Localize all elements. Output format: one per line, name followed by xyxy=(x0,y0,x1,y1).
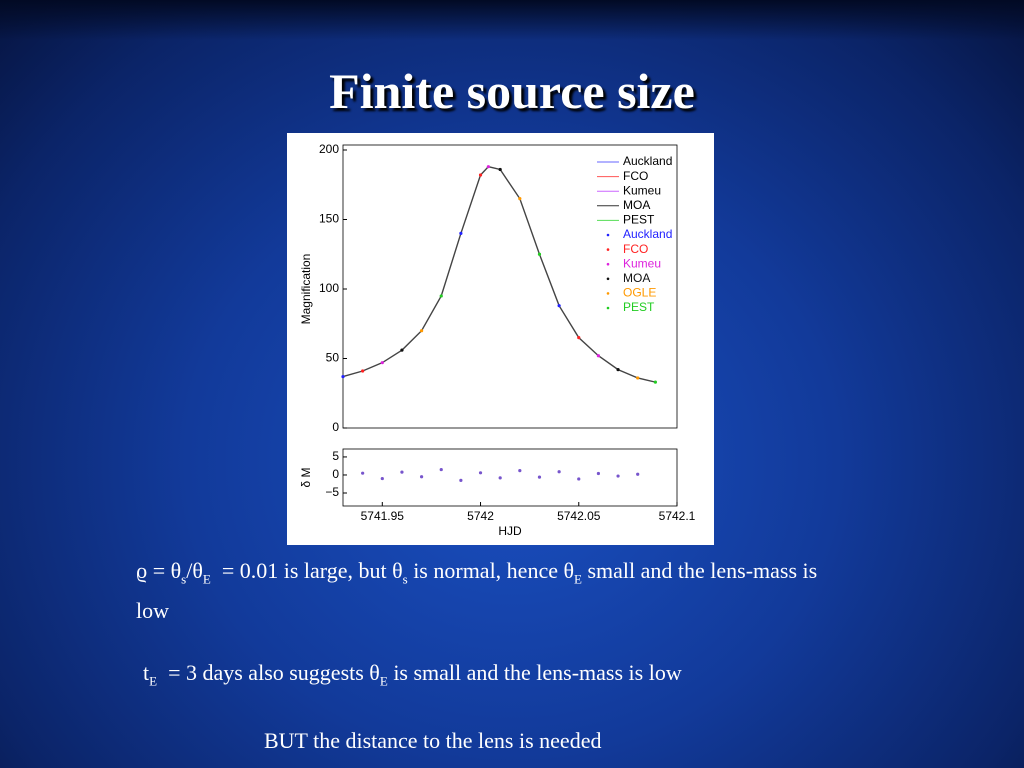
legend-label: FCO xyxy=(623,242,648,256)
subscript: s xyxy=(402,571,408,587)
top-shade xyxy=(0,0,1024,40)
text-run: is small and the lens-mass is low xyxy=(387,660,682,685)
data-point xyxy=(486,165,490,169)
subscript: s xyxy=(181,571,187,587)
data-point xyxy=(577,336,581,340)
y-tick-label: −5 xyxy=(325,485,339,499)
residual-point xyxy=(596,471,601,476)
subscript: E xyxy=(379,673,388,689)
legend-label: MOA xyxy=(623,198,650,212)
x-axis-label: HJD xyxy=(498,524,522,538)
legend-dot xyxy=(606,262,610,266)
legend-label: Kumeu xyxy=(623,256,661,270)
data-point xyxy=(341,374,345,379)
subscript: E xyxy=(149,673,158,689)
legend-dot xyxy=(606,233,610,237)
legend-label: Kumeu xyxy=(623,183,661,197)
x-tick-label: 5742 xyxy=(467,509,494,523)
text-run: ϱ = θ xyxy=(136,558,182,583)
chart: 050100150200MagnificationAucklandFCOKume… xyxy=(299,142,696,538)
subscript: E xyxy=(202,571,211,587)
data-point xyxy=(596,354,601,358)
residual-point xyxy=(498,476,502,480)
subscript: E xyxy=(574,571,582,587)
plot-frame xyxy=(342,448,678,507)
y-tick-label: 5 xyxy=(332,449,339,463)
residual-point xyxy=(419,475,424,479)
legend-dot xyxy=(606,306,610,310)
data-point xyxy=(518,197,522,201)
residual-point xyxy=(478,471,483,475)
text-run: = 0.01 is large, but θ xyxy=(210,558,403,583)
legend-label: FCO xyxy=(623,169,648,183)
data-point xyxy=(361,369,365,373)
y-tick-label: 100 xyxy=(319,281,339,295)
residual-point xyxy=(537,475,542,479)
y-tick-label: 0 xyxy=(332,467,339,481)
residual-point xyxy=(400,470,404,474)
y-tick-label: 0 xyxy=(332,420,339,434)
paragraph: BUT the distance to the lens is needed xyxy=(264,725,964,757)
chart-image: 0 50 100 150 200 Magnification Auckland FCO Kume… xyxy=(287,133,714,545)
legend-label: PEST xyxy=(623,213,655,227)
data-point xyxy=(459,231,463,235)
residual-point xyxy=(557,470,561,474)
text-run: = 3 days also suggests θ xyxy=(157,660,380,685)
legend-label: PEST xyxy=(623,300,655,314)
paragraph: ϱ = θs/θE = 0.01 is large, but θs is nor… xyxy=(136,555,836,627)
data-point xyxy=(636,376,640,380)
y-tick-label: 50 xyxy=(326,351,340,365)
residual-point xyxy=(636,472,640,476)
data-point xyxy=(419,329,424,333)
y-tick-label: 200 xyxy=(319,142,339,156)
legend-dot xyxy=(606,277,610,281)
residual-point xyxy=(361,471,365,475)
plot-frame xyxy=(342,144,678,429)
legend-dot xyxy=(606,292,610,295)
x-tick-label: 5741.95 xyxy=(361,509,405,523)
text-run: /θ xyxy=(186,558,203,583)
data-point xyxy=(498,167,502,172)
legend-label: Auckland xyxy=(623,227,672,241)
residual-point xyxy=(439,467,443,472)
data-point xyxy=(400,348,404,352)
data-point xyxy=(380,361,384,365)
data-point xyxy=(557,304,561,308)
data-point xyxy=(439,294,443,298)
legend-label: OGLE xyxy=(623,286,656,300)
text-run: is normal, hence θ xyxy=(407,558,575,583)
legend-label: Auckland xyxy=(623,154,672,168)
data-point xyxy=(537,252,542,256)
data-point xyxy=(478,173,483,177)
residual-point xyxy=(459,478,463,482)
legend-dot xyxy=(606,248,610,251)
text-run: BUT the distance to the lens is needed xyxy=(264,728,602,753)
residual-point xyxy=(380,476,384,481)
residual-point xyxy=(577,477,581,481)
data-point xyxy=(616,368,620,372)
data-point xyxy=(653,380,657,384)
y-axis-label: Magnification xyxy=(299,254,313,325)
y-axis-label: δ M xyxy=(299,467,313,487)
curve xyxy=(342,165,656,383)
paragraph: tE = 3 days also suggests θE is small an… xyxy=(143,657,843,697)
slide-title: Finite source size xyxy=(329,63,695,119)
residual-point xyxy=(518,469,522,473)
legend-label: MOA xyxy=(623,271,650,285)
x-tick-label: 5742.1 xyxy=(659,509,696,523)
x-tick-label: 5742.05 xyxy=(557,509,601,523)
text-run: small and the lens-mass is low xyxy=(136,558,823,624)
text-run: t xyxy=(143,660,150,685)
residual-point xyxy=(616,474,620,478)
y-tick-label: 150 xyxy=(319,212,339,226)
